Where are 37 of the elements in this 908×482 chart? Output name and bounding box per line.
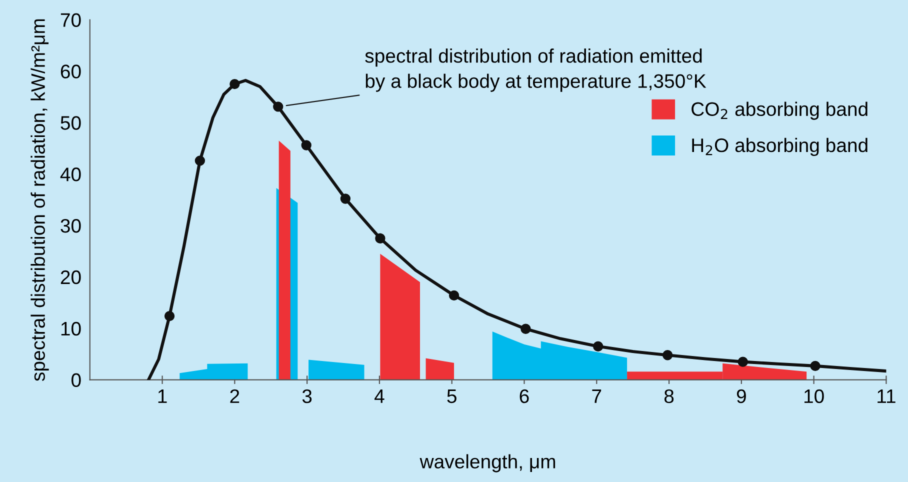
y-tick-label: 30 bbox=[60, 218, 81, 233]
point bbox=[448, 290, 460, 301]
y-tick-label: 50 bbox=[60, 116, 81, 130]
annotation: spectral distribution of radiation emitted by a black body at temperature 1,350°K bbox=[365, 48, 706, 92]
point bbox=[340, 194, 351, 204]
y-tick-label: 60 bbox=[60, 64, 81, 78]
x-tick-label: 2 bbox=[230, 389, 240, 403]
y-tick-label: 40 bbox=[60, 168, 81, 182]
legend-label: H$_{2}$O absorbing band bbox=[692, 138, 868, 156]
y-tick-label: 10 bbox=[61, 322, 81, 336]
x-tick-label: 4 bbox=[374, 390, 384, 403]
point bbox=[662, 350, 673, 360]
y-tick-label: 20 bbox=[60, 270, 81, 284]
y-axis-title: spectral distribution of radiation, kW/m²μm bbox=[30, 19, 49, 381]
x-tick-label: 3 bbox=[302, 389, 312, 404]
x-axis-title: wavelength, μm bbox=[420, 454, 556, 472]
point bbox=[520, 324, 531, 334]
x-tick-label: 6 bbox=[520, 389, 529, 404]
point bbox=[375, 233, 386, 244]
x-tick-label: 11 bbox=[878, 390, 896, 403]
point bbox=[230, 78, 240, 90]
x-tick-label: 7 bbox=[592, 390, 602, 403]
point bbox=[194, 156, 206, 166]
legend-label: CO$_{2}$ absorbing band bbox=[692, 102, 868, 120]
point bbox=[810, 360, 820, 372]
point bbox=[593, 341, 604, 352]
x-tick-label: 8 bbox=[664, 389, 674, 404]
point bbox=[738, 356, 748, 367]
point bbox=[164, 310, 175, 322]
point bbox=[301, 140, 312, 150]
x-tick-label: 9 bbox=[736, 389, 746, 404]
x-tick-label: 1 bbox=[158, 390, 167, 403]
x-tick-label: 5 bbox=[447, 390, 456, 404]
y-tick-label: 70 bbox=[60, 13, 81, 27]
x-tick-label: 10 bbox=[804, 389, 824, 404]
point bbox=[273, 102, 284, 112]
y-tick-label: 0 bbox=[72, 373, 81, 388]
